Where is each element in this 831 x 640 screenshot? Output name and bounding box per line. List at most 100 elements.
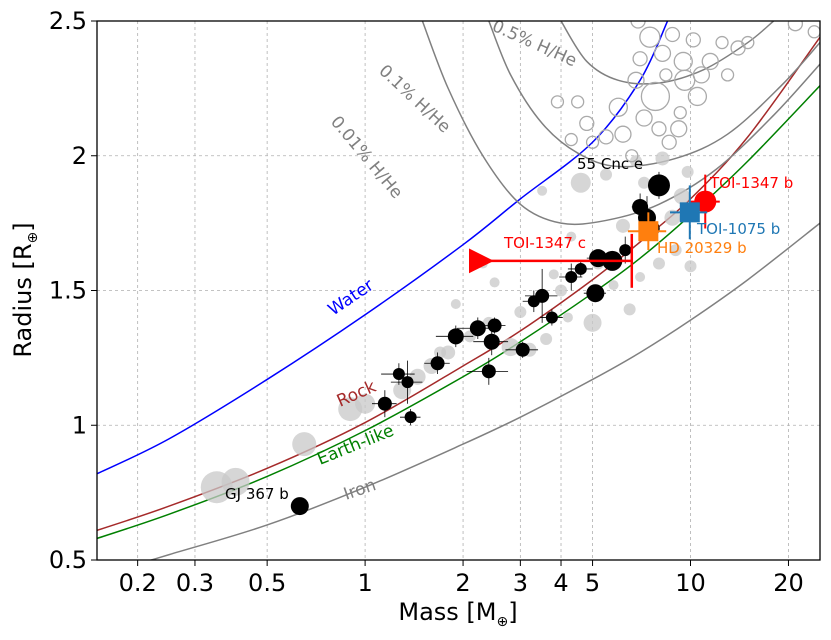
background-planet-hollow	[664, 26, 681, 43]
background-planet-hollow	[670, 120, 688, 138]
background-planet-hollow	[598, 129, 614, 145]
background-planet	[600, 168, 613, 181]
background-planet	[501, 338, 520, 357]
measured-planet	[392, 368, 405, 381]
background-planet-hollow	[632, 51, 648, 67]
background-planet-hollow	[715, 35, 729, 50]
x-tick-label: 10	[675, 569, 706, 597]
measured-planet	[619, 244, 632, 257]
background-planet-hollow	[627, 71, 645, 89]
background-planet	[477, 258, 488, 269]
background-planet-hollow	[673, 105, 687, 120]
background-planets	[200, 21, 820, 504]
measured-planet	[430, 356, 445, 371]
background-planet-hollow	[579, 115, 595, 132]
background-planet-hollow	[639, 26, 661, 48]
background-planet	[292, 432, 317, 457]
background-planet-hollow	[564, 132, 578, 147]
background-planet-hollow	[730, 40, 746, 56]
background-planet	[221, 467, 250, 496]
curve-0-01-h-he	[421, 21, 820, 226]
background-planet	[548, 269, 559, 280]
y-tick-label: 0.5	[49, 546, 87, 574]
background-planet-hollow	[640, 81, 671, 112]
y-tick-label: 1	[72, 411, 87, 439]
label-hd-20329-b: HD 20329 b	[657, 239, 747, 257]
background-planet-hollow	[651, 121, 667, 137]
measured-planet	[447, 328, 464, 345]
background-planet	[615, 218, 630, 233]
background-planet	[489, 277, 500, 288]
background-planet	[608, 280, 619, 291]
background-planet-hollow	[661, 134, 677, 150]
background-planet-hollow	[608, 97, 628, 117]
background-planet-hollow	[674, 69, 696, 91]
background-planet	[450, 298, 461, 309]
background-planet-hollow	[807, 25, 820, 39]
background-planet	[655, 151, 670, 166]
background-planet-hollow	[685, 32, 701, 48]
background-planet-hollow	[741, 35, 755, 50]
measured-planets	[290, 171, 670, 516]
background-planet-hollow	[701, 52, 719, 71]
background-planet	[623, 303, 636, 316]
background-planet-hollow	[614, 125, 632, 143]
background-planet	[562, 312, 573, 323]
background-planet	[537, 185, 548, 196]
background-planet	[684, 260, 697, 273]
background-planet-hollow	[630, 21, 646, 29]
axis-ticks: 0.2 0.3 0.5 1 2 3 4 5 10 20 0.5 1 1.5 2 2.5	[49, 7, 804, 597]
measured-planet	[647, 174, 670, 197]
background-planet-hollow	[659, 68, 673, 82]
measured-planet	[481, 364, 496, 379]
x-axis-label: Mass [M⊕]	[398, 598, 517, 630]
background-planet	[409, 368, 426, 385]
label-toi-1075-b: TOI-1075 b	[696, 220, 780, 238]
background-planet-hollow	[635, 109, 653, 127]
measured-planet	[483, 333, 500, 350]
background-planet	[540, 333, 553, 346]
x-tick-label: 3	[513, 569, 528, 597]
curve-0-1-h-he	[488, 21, 820, 168]
x-tick-label: 4	[553, 569, 568, 597]
label-toi-1347-b: TOI-1347 b	[709, 174, 793, 192]
measured-planet	[377, 396, 392, 411]
background-planet	[635, 272, 646, 283]
background-planet	[681, 165, 694, 178]
curve-label-0.01-hhe: 0.01% H/He	[326, 112, 406, 202]
curve-label-water: Water	[325, 275, 378, 320]
background-planet	[630, 155, 643, 168]
x-tick-label: 1	[357, 569, 372, 597]
label-toi-1347-c: TOI-1347 c	[503, 234, 586, 252]
marker-hd-20329-b	[638, 221, 659, 242]
curve-label-iron: Iron	[341, 475, 379, 505]
curve-earth-like	[97, 85, 820, 540]
measured-planet	[515, 342, 530, 357]
measured-planet	[545, 311, 558, 324]
highlighted-planets	[468, 174, 720, 288]
curve-iron	[148, 222, 820, 560]
measured-planet	[487, 318, 502, 333]
background-planet-hollow	[550, 95, 565, 109]
y-tick-label: 2.5	[49, 7, 87, 35]
measured-planet	[535, 288, 550, 303]
background-planet	[555, 284, 568, 297]
measured-planet	[565, 271, 578, 284]
x-tick-label: 0.5	[248, 569, 286, 597]
measured-planet	[469, 320, 486, 337]
background-planet-hollow	[673, 51, 693, 72]
y-tick-label: 1.5	[49, 277, 87, 305]
x-tick-label: 20	[773, 569, 804, 597]
curve-label-0.1-hhe: 0.1% H/He	[375, 61, 455, 137]
background-planet-hollow	[625, 149, 639, 163]
background-planet	[673, 188, 690, 205]
x-tick-label: 0.3	[176, 569, 214, 597]
measured-planet	[401, 376, 414, 389]
y-tick-label: 2	[72, 142, 87, 170]
background-planet	[355, 393, 376, 414]
background-planet	[514, 306, 527, 319]
background-planet-hollow	[692, 66, 711, 84]
curve-water	[97, 21, 669, 475]
x-tick-label: 2	[455, 569, 470, 597]
